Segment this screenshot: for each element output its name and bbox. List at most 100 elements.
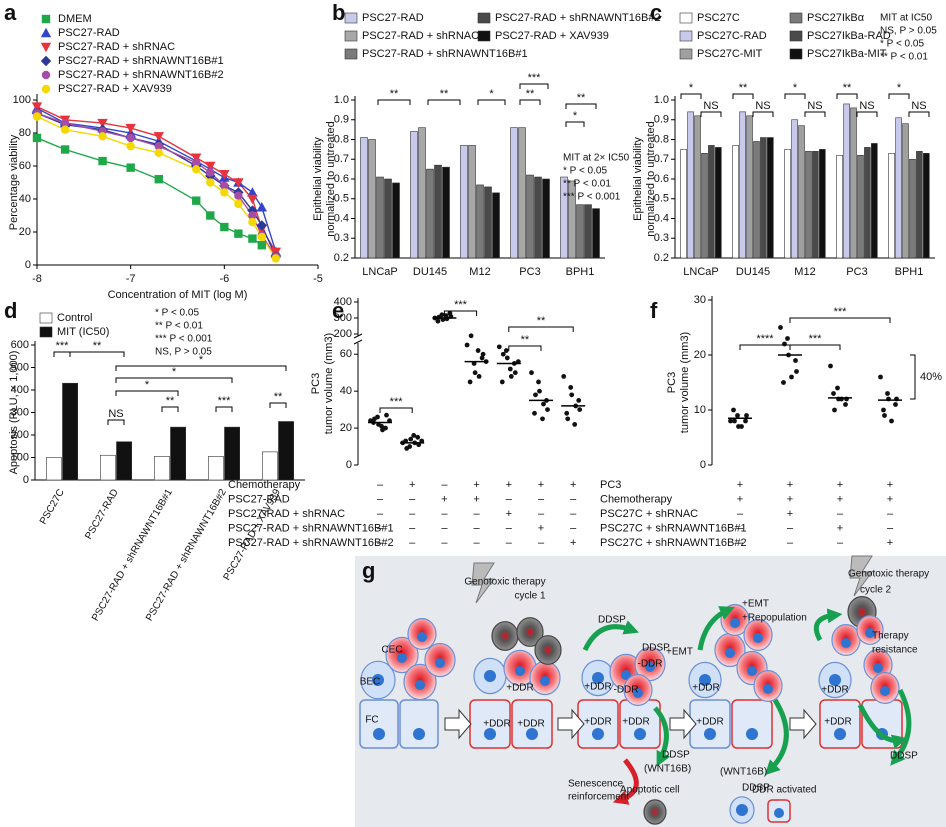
condition-label: PSC27C + shRNAWNT16B#1: [600, 522, 747, 534]
data-point: [561, 373, 567, 379]
process-arrow: [557, 708, 585, 740]
significance-bracket: [732, 93, 754, 99]
data-point: [572, 421, 578, 427]
data-point: [384, 412, 389, 418]
bar: [687, 111, 694, 259]
y-tick-label: 200: [334, 328, 352, 340]
diagram-label: Senescence: [568, 779, 623, 790]
significance-note: ** P < 0.01: [563, 179, 611, 190]
legend-label: Control: [57, 312, 92, 324]
reinforcement-arrow: [612, 758, 639, 805]
range-bracket: [910, 354, 916, 400]
condition-sign: –: [837, 508, 844, 520]
y-tick-label: 30: [694, 294, 706, 306]
significance-bracket: [784, 93, 806, 99]
data-point: [794, 369, 799, 374]
y-axis-label: PC3: [666, 372, 678, 393]
diagram-label: +DDR: [824, 717, 852, 728]
condition-sign: –: [409, 508, 416, 520]
legend-label: DMEM: [58, 13, 92, 25]
legend-marker: [40, 55, 52, 67]
bar: [368, 139, 376, 259]
data-point: [793, 358, 798, 363]
panel-label: d: [4, 298, 17, 323]
bar: [836, 155, 843, 259]
y-tick-label: 0.2: [654, 252, 669, 264]
data-point: [126, 142, 135, 151]
condition-sign: +: [787, 479, 793, 491]
data-point: [233, 178, 244, 188]
data-point: [220, 181, 229, 190]
data-point: [533, 392, 538, 398]
condition-sign: –: [570, 493, 577, 505]
condition-sign: +: [473, 493, 479, 505]
data-point: [778, 325, 783, 330]
significance-label: **: [390, 88, 399, 100]
diagram-label: FC: [365, 715, 378, 726]
legend-label: PSC27C: [697, 12, 740, 24]
fibroblast-cell: [359, 699, 399, 749]
data-point: [499, 379, 505, 385]
legend-marker: [41, 84, 51, 94]
data-point: [436, 314, 442, 320]
diagram-label: DDSP: [742, 783, 770, 794]
condition-sign: –: [737, 537, 744, 549]
process-arrow: [789, 708, 817, 740]
data-point: [98, 156, 107, 166]
data-point: [247, 194, 258, 205]
panel-label: e: [332, 298, 344, 323]
legend-label: PSC27-RAD + shRNAC: [362, 30, 479, 42]
significance-bracket: [856, 111, 878, 117]
data-point: [234, 229, 243, 238]
y-axis-label: tumor volume (mm3): [679, 332, 691, 433]
legend-swatch: [344, 12, 358, 24]
data-point: [219, 170, 230, 180]
condition-sign: –: [474, 522, 481, 534]
legend-label: PSC27-RAD + shRNAWNT16B#1: [362, 48, 528, 60]
bar: [916, 151, 923, 259]
bar: [592, 208, 600, 259]
secretion-arrow: [764, 698, 789, 776]
diagram-label: cycle 2: [860, 585, 892, 596]
y-tick-label: 60: [19, 160, 31, 172]
data-point: [411, 433, 417, 438]
condition-sign: –: [441, 508, 448, 520]
bar: [510, 127, 518, 259]
legend-label: PSC27-RAD + shRNAWNT16B#2: [495, 12, 661, 24]
y-tick-label: 600: [11, 339, 29, 351]
condition-sign: +: [837, 479, 843, 491]
y-tick-label: 500: [11, 361, 29, 373]
data-point: [379, 423, 384, 429]
significance-bracket: [215, 406, 233, 412]
legend-marker: [41, 70, 51, 80]
significance-note: ** P < 0.01: [155, 321, 203, 332]
cell-nucleus: [592, 728, 604, 740]
significance-bracket: [53, 351, 71, 357]
y-tick-label: 0: [25, 259, 31, 271]
significance-label: NS: [703, 100, 718, 112]
radiation-bolt: [471, 562, 495, 604]
cell-nucleus: [397, 653, 407, 663]
bar: [715, 147, 722, 259]
condition-sign: –: [441, 479, 448, 491]
significance-note: * P < 0.05: [563, 166, 607, 177]
bar: [753, 141, 760, 259]
data-point: [154, 142, 163, 151]
significance-label: **: [577, 92, 586, 104]
condition-sign: –: [570, 522, 577, 534]
data-point: [507, 366, 513, 372]
secretion-arrow: [813, 608, 843, 642]
legend-swatch: [679, 48, 693, 60]
diagram-label: (WNT16B): [720, 767, 767, 778]
diagram-label: DDSP: [598, 615, 626, 626]
significance-bracket: [565, 121, 585, 127]
bar: [895, 117, 902, 259]
data-point: [415, 434, 421, 440]
significance-note: * P < 0.05: [155, 308, 199, 319]
bar: [208, 456, 224, 481]
legend-label: PSC27IkBα: [807, 12, 865, 24]
y-tick-label: 0.4: [654, 212, 669, 224]
significance-bracket: [680, 93, 702, 99]
legend-label: PSC27-RAD: [58, 27, 120, 39]
